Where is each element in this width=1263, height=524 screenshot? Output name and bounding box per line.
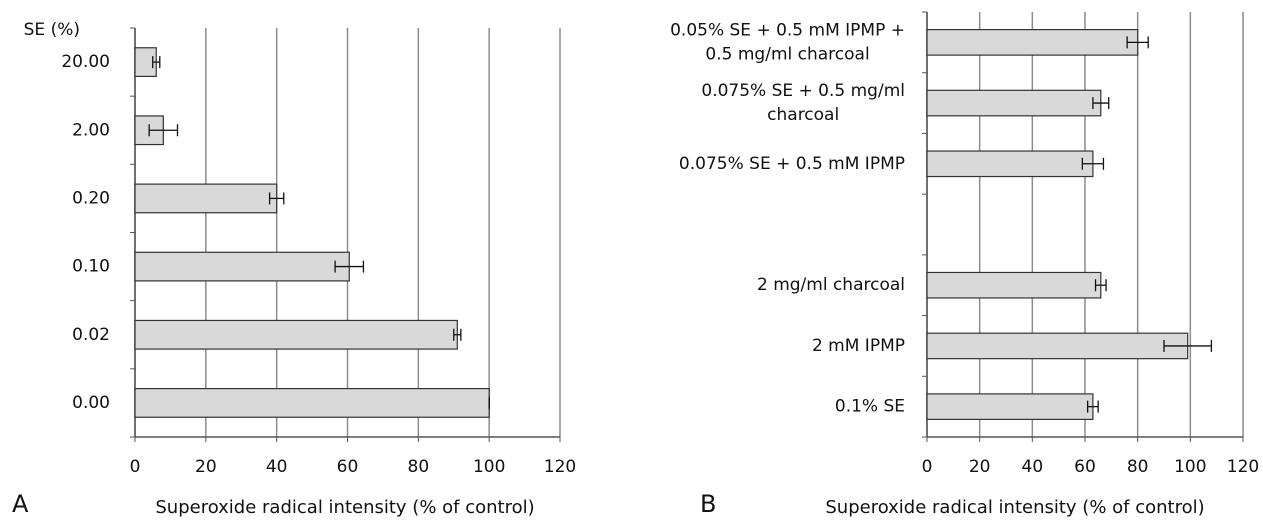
bar xyxy=(926,393,1094,420)
x-axis-label: Superoxide radical intensity (% of contr… xyxy=(155,497,534,518)
x-tick-label: 120 xyxy=(544,457,576,477)
error-bar xyxy=(148,124,179,137)
bar xyxy=(134,388,490,418)
category-label: 0.00 xyxy=(72,393,110,413)
x-tick-label: 0 xyxy=(130,457,141,477)
error-bar xyxy=(1081,157,1105,170)
error-bar xyxy=(152,56,161,69)
bar xyxy=(926,89,1102,117)
bar xyxy=(926,150,1094,178)
bar xyxy=(134,251,350,282)
error-bar xyxy=(1086,400,1099,413)
bar xyxy=(134,183,278,214)
bar xyxy=(926,271,1102,299)
category-label: 0.20 xyxy=(72,188,110,208)
x-tick-label: 80 xyxy=(1127,457,1149,477)
x-tick-label: 20 xyxy=(969,457,991,477)
category-label: 0.05% SE + 0.5 mM IPMP +0.5 mg/ml charco… xyxy=(670,20,905,64)
x-tick-label: 100 xyxy=(473,457,505,477)
bar xyxy=(926,29,1139,56)
category-label: 2 mg/ml charcoal xyxy=(757,275,905,295)
panel-label: A xyxy=(12,490,29,518)
x-tick-label: 80 xyxy=(408,457,430,477)
category-label: 0.10 xyxy=(72,257,110,277)
error-bar xyxy=(268,192,285,205)
error-bar xyxy=(1092,97,1110,110)
error-bar xyxy=(453,328,462,341)
category-label: 2 mM IPMP xyxy=(812,336,905,356)
x-tick-label: 20 xyxy=(195,457,217,477)
x-tick-label: 60 xyxy=(337,457,359,477)
error-bar xyxy=(334,260,365,273)
category-label: 0.075% SE + 0.5 mg/ml charcoal xyxy=(701,81,905,125)
bar xyxy=(926,332,1189,360)
category-label: 0.1% SE xyxy=(835,397,905,417)
y-axis-label: SE (%) xyxy=(24,20,80,40)
x-tick-label: 100 xyxy=(1174,457,1206,477)
x-tick-label: 40 xyxy=(266,457,288,477)
category-label: 0.02 xyxy=(72,325,110,345)
x-axis-label: Superoxide radical intensity (% of contr… xyxy=(825,497,1204,518)
x-tick-label: 0 xyxy=(922,457,933,477)
category-label: 2.00 xyxy=(72,120,110,140)
error-bar xyxy=(1163,339,1213,352)
panel-label: B xyxy=(700,490,716,518)
error-bar xyxy=(1094,279,1107,292)
bar xyxy=(134,319,458,350)
category-label: 20.00 xyxy=(61,52,110,72)
x-tick-label: 120 xyxy=(1227,457,1259,477)
x-tick-label: 40 xyxy=(1022,457,1044,477)
category-label: 0.075% SE + 0.5 mM IPMP xyxy=(679,154,905,174)
error-bar xyxy=(1126,36,1149,49)
x-tick-label: 60 xyxy=(1074,457,1096,477)
